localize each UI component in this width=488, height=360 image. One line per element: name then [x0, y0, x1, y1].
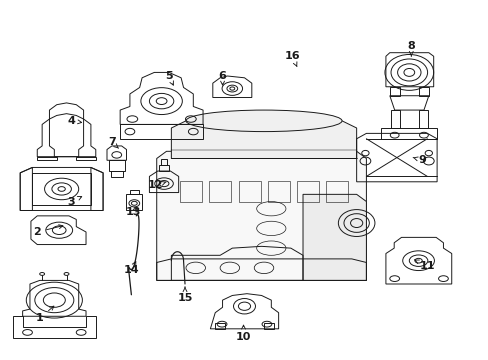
Bar: [326, 181, 347, 202]
Text: 3: 3: [67, 197, 81, 207]
Text: 10: 10: [235, 325, 251, 342]
Text: 5: 5: [165, 71, 173, 85]
Polygon shape: [171, 121, 356, 158]
Text: 11: 11: [413, 260, 434, 271]
Bar: [238, 181, 260, 202]
Bar: [158, 165, 169, 171]
Text: 8: 8: [407, 41, 414, 56]
Polygon shape: [157, 151, 366, 280]
Text: 4: 4: [67, 116, 81, 126]
Bar: [126, 194, 142, 211]
Bar: [267, 181, 289, 202]
Text: 13: 13: [125, 207, 141, 217]
Bar: [180, 181, 202, 202]
Text: 7: 7: [108, 138, 118, 148]
Polygon shape: [303, 194, 366, 280]
Text: 16: 16: [284, 51, 300, 67]
Bar: [297, 181, 319, 202]
Text: 9: 9: [412, 155, 426, 165]
Ellipse shape: [185, 110, 341, 132]
Text: 6: 6: [218, 71, 226, 85]
Text: 14: 14: [123, 262, 139, 275]
Text: 15: 15: [177, 287, 192, 303]
Text: 12: 12: [148, 180, 166, 190]
Bar: [209, 181, 231, 202]
Bar: [160, 159, 167, 165]
Text: 2: 2: [33, 225, 63, 237]
Bar: [130, 190, 139, 194]
Text: 1: 1: [36, 306, 54, 323]
